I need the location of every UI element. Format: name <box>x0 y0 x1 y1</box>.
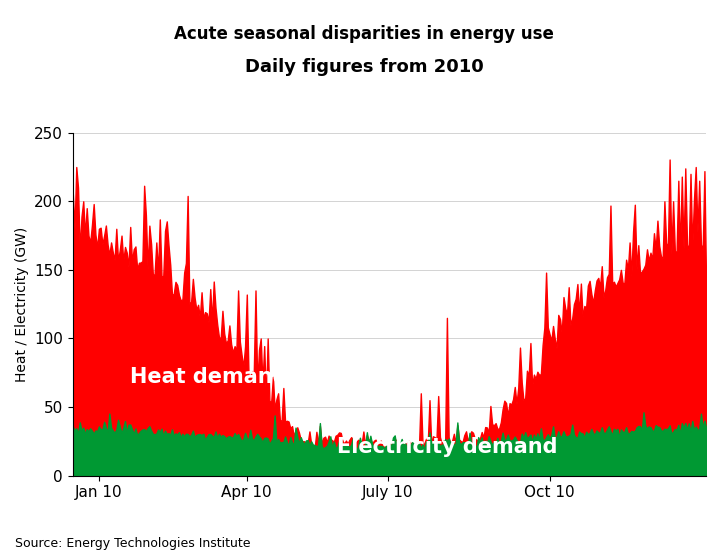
Text: Electricity demand: Electricity demand <box>336 437 557 457</box>
Text: Heat demand: Heat demand <box>130 367 288 387</box>
Text: Daily figures from 2010: Daily figures from 2010 <box>245 58 483 76</box>
Text: Source: Energy Technologies Institute: Source: Energy Technologies Institute <box>15 537 250 550</box>
Text: Acute seasonal disparities in energy use: Acute seasonal disparities in energy use <box>174 25 554 43</box>
Y-axis label: Heat / Electricity (GW): Heat / Electricity (GW) <box>15 227 28 382</box>
